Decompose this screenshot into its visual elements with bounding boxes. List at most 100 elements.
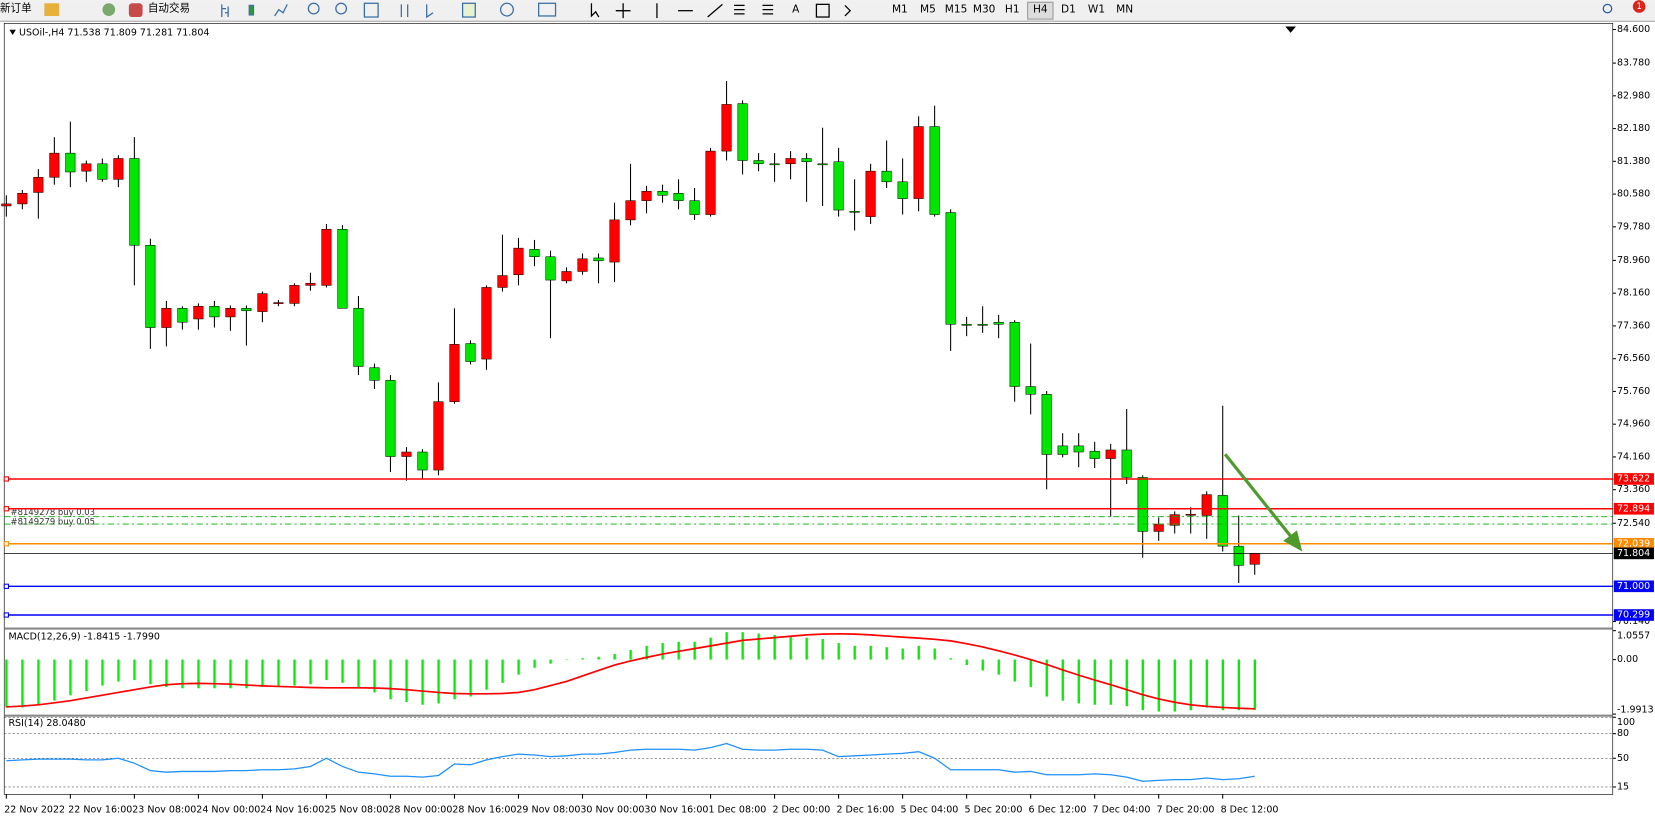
y-tick-label: 74.160 <box>1617 451 1650 462</box>
macd-bar <box>197 659 200 689</box>
level-tag <box>1613 537 1654 550</box>
x-tick-label: 24 Nov 00:00 <box>196 805 260 816</box>
icon[interactable] <box>102 3 116 16</box>
y-tick-label: 78.960 <box>1617 255 1650 266</box>
macd-bar <box>1253 659 1256 710</box>
icon[interactable] <box>363 2 379 18</box>
level-tag-label: 72.894 <box>1617 503 1650 514</box>
candle-body <box>545 256 556 281</box>
timeframe-button[interactable]: M30 <box>973 4 996 16</box>
macd-bar <box>101 659 104 686</box>
y-tick-label: 82.980 <box>1617 90 1650 101</box>
y-tick-label: 1.0557 <box>1617 630 1650 641</box>
text-tool[interactable]: A <box>792 4 800 16</box>
icon[interactable] <box>248 4 255 16</box>
macd-bar <box>357 659 360 689</box>
icon[interactable] <box>44 3 60 16</box>
macd-bar <box>213 659 216 689</box>
level-handle <box>3 583 9 589</box>
x-tick-label: 5 Dec 20:00 <box>965 805 1023 816</box>
icon[interactable] <box>400 4 409 18</box>
auto-trading-button[interactable]: 自动交易 <box>148 2 190 15</box>
icon[interactable] <box>734 4 745 15</box>
chart-title: USOil-,H4 71.538 71.809 71.281 71.804 <box>19 27 209 38</box>
macd-bar <box>821 639 824 660</box>
icon[interactable] <box>815 3 830 18</box>
macd-bar <box>5 659 8 708</box>
candle-body <box>385 380 396 457</box>
macd-bar <box>85 659 88 692</box>
macd-bar <box>133 659 136 681</box>
icon[interactable] <box>221 4 229 18</box>
macd-bar <box>757 633 760 660</box>
candle-body <box>497 275 508 288</box>
toolbar <box>0 0 1655 22</box>
macd-bar <box>949 658 952 660</box>
candle-body <box>609 219 620 263</box>
x-tick-label: 22 Nov 16:00 <box>68 805 132 816</box>
y-tick-label: 15 <box>1617 781 1629 792</box>
macd-bar <box>341 659 344 683</box>
macd-bar <box>789 636 792 660</box>
icon[interactable] <box>499 2 514 17</box>
timeframe-button[interactable]: D1 <box>1061 4 1076 16</box>
candle-body <box>817 163 828 166</box>
macd-bar <box>53 659 56 701</box>
candle-body <box>529 249 540 257</box>
macd-bar <box>709 637 712 660</box>
macd-bar <box>1029 659 1032 687</box>
plot: USOil-,H4 71.538 71.809 71.281 71.804 84.… <box>1 24 1654 816</box>
candle-body <box>209 306 220 318</box>
icon[interactable] <box>844 4 852 17</box>
macd-bar <box>421 659 424 705</box>
icon[interactable] <box>762 4 774 15</box>
macd-bar <box>37 659 40 705</box>
candle-body <box>225 308 236 318</box>
candle-body <box>673 193 684 201</box>
timeframe-button[interactable]: W1 <box>1088 4 1105 16</box>
candle-body <box>417 451 428 471</box>
candle-body <box>865 170 876 217</box>
macd-bar <box>293 659 296 686</box>
icon[interactable] <box>274 4 288 17</box>
icon[interactable] <box>426 4 434 19</box>
level-tag-label: 72.039 <box>1617 538 1650 549</box>
candle-body <box>129 158 140 246</box>
macd-bar <box>405 659 408 703</box>
macd-bar <box>869 645 872 660</box>
x-tick-label: 2 Dec 16:00 <box>836 805 894 816</box>
y-tick-label: 70.140 <box>1617 616 1650 627</box>
candle-body <box>881 170 892 183</box>
icon[interactable] <box>128 3 143 18</box>
y-tick-label: 81.380 <box>1617 156 1650 167</box>
macd-bar <box>581 658 584 660</box>
timeframe-button[interactable]: H1 <box>1005 4 1020 16</box>
level-handle <box>3 476 9 482</box>
icon[interactable] <box>590 3 600 18</box>
candle-body <box>769 163 780 166</box>
macd-bar <box>1205 659 1208 708</box>
candle-body <box>593 257 604 262</box>
icon[interactable] <box>335 2 348 15</box>
candle-body <box>513 247 524 276</box>
y-tick-label: 50 <box>1617 753 1629 764</box>
icon[interactable] <box>307 2 320 15</box>
timeframe-button[interactable]: MN <box>1116 4 1133 16</box>
timeframe-button[interactable]: M15 <box>945 4 968 16</box>
candle-body <box>897 181 908 199</box>
icon[interactable] <box>461 2 476 18</box>
macd-bar <box>1077 659 1080 704</box>
timeframe-button[interactable]: M1 <box>892 4 908 16</box>
shift-marker <box>1285 26 1296 33</box>
level-tag <box>1613 502 1654 515</box>
timeframe-button[interactable]: M5 <box>920 4 936 16</box>
y-tick-label: 77.360 <box>1617 320 1650 331</box>
icon[interactable] <box>1602 3 1613 14</box>
macd-bar <box>629 649 632 660</box>
timeframe-button[interactable]: H4 <box>1033 4 1048 16</box>
icon[interactable] <box>538 2 557 17</box>
panel-title: MACD(12,26,9) -1.8415 -1.7990 <box>8 631 160 642</box>
new-order-button[interactable]: 新订单 <box>0 2 32 15</box>
icon[interactable] <box>707 3 723 18</box>
icon[interactable] <box>615 3 631 19</box>
